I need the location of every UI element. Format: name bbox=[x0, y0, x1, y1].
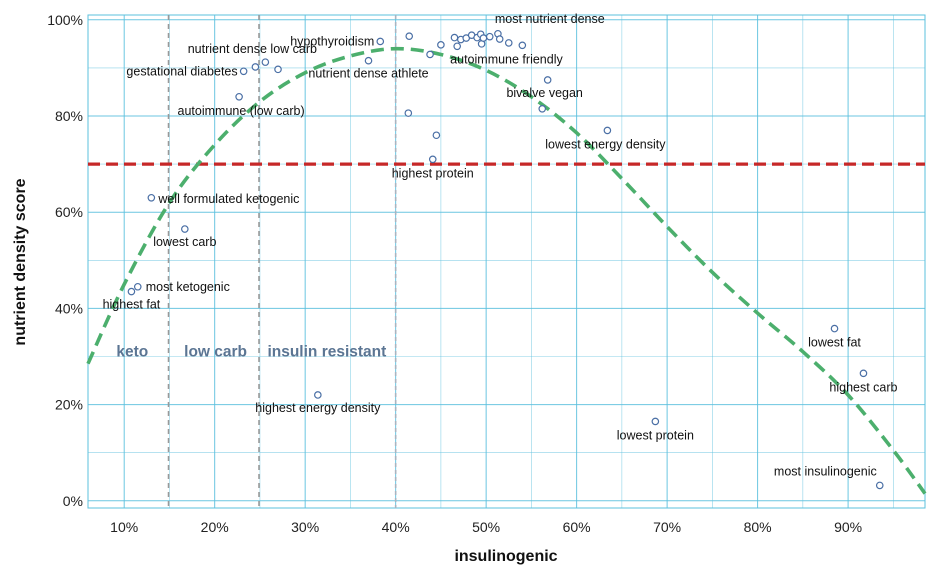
point-annotation: gestational diabetes bbox=[126, 64, 237, 78]
annotations: highest fat most ketogenic well formulated… bbox=[103, 12, 898, 479]
gridlines bbox=[87, 14, 926, 509]
data-point bbox=[518, 41, 527, 50]
data-point bbox=[235, 92, 243, 101]
data-point bbox=[479, 34, 488, 42]
data-point bbox=[453, 42, 461, 51]
point-annotation: highest carb bbox=[829, 380, 897, 394]
x-tick-label: 40% bbox=[382, 519, 410, 535]
x-axis-title: insulinogenic bbox=[454, 548, 557, 565]
data-point bbox=[376, 37, 385, 46]
data-points bbox=[127, 29, 884, 490]
data-point bbox=[859, 369, 868, 378]
point-annotation: autoimmune (low carb) bbox=[178, 104, 305, 118]
plot-border bbox=[87, 14, 926, 509]
x-tick-label: 10% bbox=[110, 519, 138, 535]
point-annotation: most ketogenic bbox=[146, 280, 230, 294]
x-axis-ticks: 10% 20% 30% 40% 50% 60% 70% 80% 90% bbox=[110, 519, 862, 535]
region-boundaries bbox=[167, 15, 397, 508]
point-annotation: nutrient dense low carb bbox=[188, 42, 317, 56]
data-point bbox=[133, 282, 142, 291]
data-point bbox=[261, 58, 270, 66]
data-point bbox=[543, 76, 552, 84]
data-point bbox=[603, 126, 612, 135]
y-tick-label: 80% bbox=[55, 108, 83, 124]
point-annotation: most nutrient dense bbox=[495, 12, 605, 26]
y-tick-label: 0% bbox=[63, 493, 83, 509]
x-tick-label: 50% bbox=[472, 519, 500, 535]
region-label: insulin resistant bbox=[267, 343, 386, 360]
point-annotation: bivalve vegan bbox=[506, 86, 582, 100]
y-axis-ticks: 0% 20% 40% 60% 80% 100% bbox=[47, 12, 83, 509]
y-axis-title: nutrient density score bbox=[12, 178, 29, 345]
data-point bbox=[504, 39, 513, 47]
data-point bbox=[251, 63, 260, 71]
data-point bbox=[239, 67, 248, 76]
x-tick-label: 90% bbox=[834, 519, 862, 535]
data-point bbox=[364, 56, 373, 65]
x-tick-label: 80% bbox=[744, 519, 772, 535]
x-tick-label: 30% bbox=[291, 519, 319, 535]
data-point bbox=[495, 35, 504, 43]
data-point bbox=[830, 324, 839, 333]
y-tick-label: 40% bbox=[55, 300, 83, 316]
data-point bbox=[426, 50, 434, 59]
point-annotation: lowest protein bbox=[617, 428, 694, 442]
x-tick-label: 70% bbox=[653, 519, 681, 535]
data-point bbox=[432, 131, 441, 140]
point-annotation: autoimmune friendly bbox=[450, 52, 563, 66]
x-tick-label: 60% bbox=[563, 519, 591, 535]
point-annotation: highest energy density bbox=[255, 401, 381, 415]
region-labels: keto low carb insulin resistant bbox=[116, 343, 386, 360]
data-point bbox=[405, 32, 414, 40]
x-tick-label: 20% bbox=[201, 519, 229, 535]
point-annotation: hypothyroidism bbox=[290, 34, 374, 48]
point-annotation: lowest carb bbox=[153, 235, 216, 249]
region-label: low carb bbox=[184, 343, 247, 360]
y-tick-label: 20% bbox=[55, 397, 83, 413]
point-annotation: most insulinogenic bbox=[774, 464, 877, 478]
data-point bbox=[538, 104, 547, 113]
point-annotation: lowest fat bbox=[808, 336, 861, 350]
data-point bbox=[428, 155, 437, 164]
trend-curve bbox=[86, 46, 927, 495]
data-point bbox=[485, 32, 494, 41]
point-annotation: highest protein bbox=[392, 166, 474, 180]
data-point bbox=[651, 417, 660, 426]
point-annotation: well formulated ketogenic bbox=[157, 192, 299, 206]
data-point bbox=[314, 391, 322, 399]
data-point bbox=[875, 481, 884, 490]
data-point bbox=[147, 193, 156, 202]
trend-dashed-curve bbox=[86, 46, 927, 495]
y-tick-label: 60% bbox=[55, 204, 83, 220]
data-point bbox=[404, 109, 413, 117]
data-point bbox=[437, 41, 445, 49]
data-point bbox=[127, 287, 136, 296]
data-point bbox=[274, 65, 282, 74]
point-annotation: lowest energy density bbox=[545, 137, 666, 151]
plot-background bbox=[88, 15, 925, 508]
point-annotation: nutrient dense athlete bbox=[308, 67, 428, 81]
point-annotation: highest fat bbox=[103, 298, 161, 312]
data-point bbox=[181, 225, 189, 233]
region-label: keto bbox=[116, 343, 148, 360]
data-point bbox=[450, 33, 459, 42]
y-tick-label: 100% bbox=[47, 12, 83, 28]
